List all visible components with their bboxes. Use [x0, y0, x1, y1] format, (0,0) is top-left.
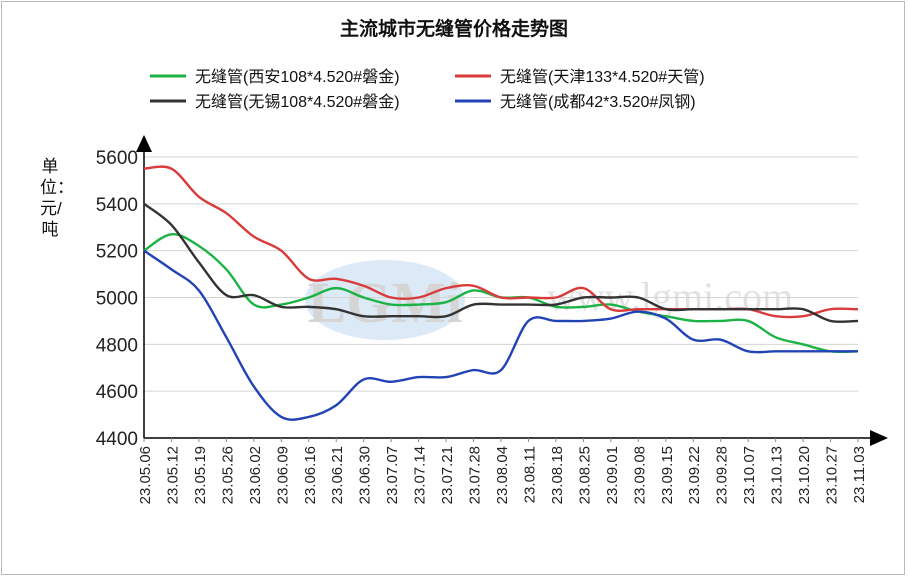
x-tick-label: 23.10.07: [741, 446, 758, 504]
y-tick-label: 5000: [96, 289, 138, 310]
x-tick-label: 23.08.04: [494, 446, 511, 504]
x-tick-label: 23.11.03: [851, 446, 868, 503]
legend-label: 无缝管(无锡108*4.520#磐金): [195, 93, 400, 111]
x-tick-label: 23.05.19: [192, 446, 209, 504]
x-tick-label: 23.10.13: [769, 446, 786, 504]
x-tick-label: 23.07.21: [439, 446, 456, 504]
y-tick-label: 4400: [96, 429, 138, 450]
x-tick-label: 23.10.20: [796, 446, 813, 504]
x-tick-label: 23.06.09: [274, 446, 291, 504]
chart-title: 主流城市无缝管价格走势图: [339, 19, 568, 40]
legend-label: 无缝管(天津133*4.520#天管): [500, 68, 705, 86]
y-tick-label: 4600: [96, 382, 138, 403]
x-tick-label: 23.07.07: [384, 446, 401, 504]
x-tick-label: 23.08.25: [576, 446, 593, 504]
series-line: [143, 202, 859, 323]
x-tick-label: 23.05.12: [164, 446, 181, 504]
x-tick-label: 23.09.01: [604, 446, 621, 504]
y-axis-arrow: [136, 135, 152, 152]
legend-label: 无缝管(西安108*4.520#磐金): [195, 68, 400, 86]
x-tick-label: 23.08.11: [521, 446, 538, 503]
y-tick-label: 5600: [96, 148, 138, 169]
x-tick-label: 23.05.06: [137, 446, 154, 504]
x-tick-label: 23.09.28: [714, 446, 731, 504]
series-line: [143, 249, 858, 421]
x-tick-label: 23.07.14: [412, 446, 429, 504]
x-tick-label: 23.09.22: [686, 446, 703, 504]
y-tick-label: 5400: [96, 195, 138, 216]
legend-label: 无缝管(成都42*3.520#凤钢): [500, 93, 696, 111]
x-tick-label: 23.08.18: [549, 446, 566, 504]
x-tick-label: 23.06.21: [329, 446, 346, 504]
y-tick-label: 5200: [96, 242, 138, 263]
y-tick-label: 4800: [96, 335, 138, 356]
x-tick-label: 23.07.28: [467, 446, 484, 504]
x-tick-label: 23.09.08: [631, 446, 648, 504]
x-tick-label: 23.09.15: [659, 446, 676, 504]
x-axis-arrow: [870, 430, 888, 446]
watermark: LGMi www.lgmi.com: [305, 260, 793, 340]
x-tick-label: 23.06.16: [302, 446, 319, 504]
x-tick-label: 23.06.02: [247, 446, 264, 504]
x-tick-label: 23.10.27: [824, 446, 841, 504]
x-tick-label: 23.05.26: [219, 446, 236, 504]
x-tick-label: 23.06.30: [357, 446, 374, 504]
